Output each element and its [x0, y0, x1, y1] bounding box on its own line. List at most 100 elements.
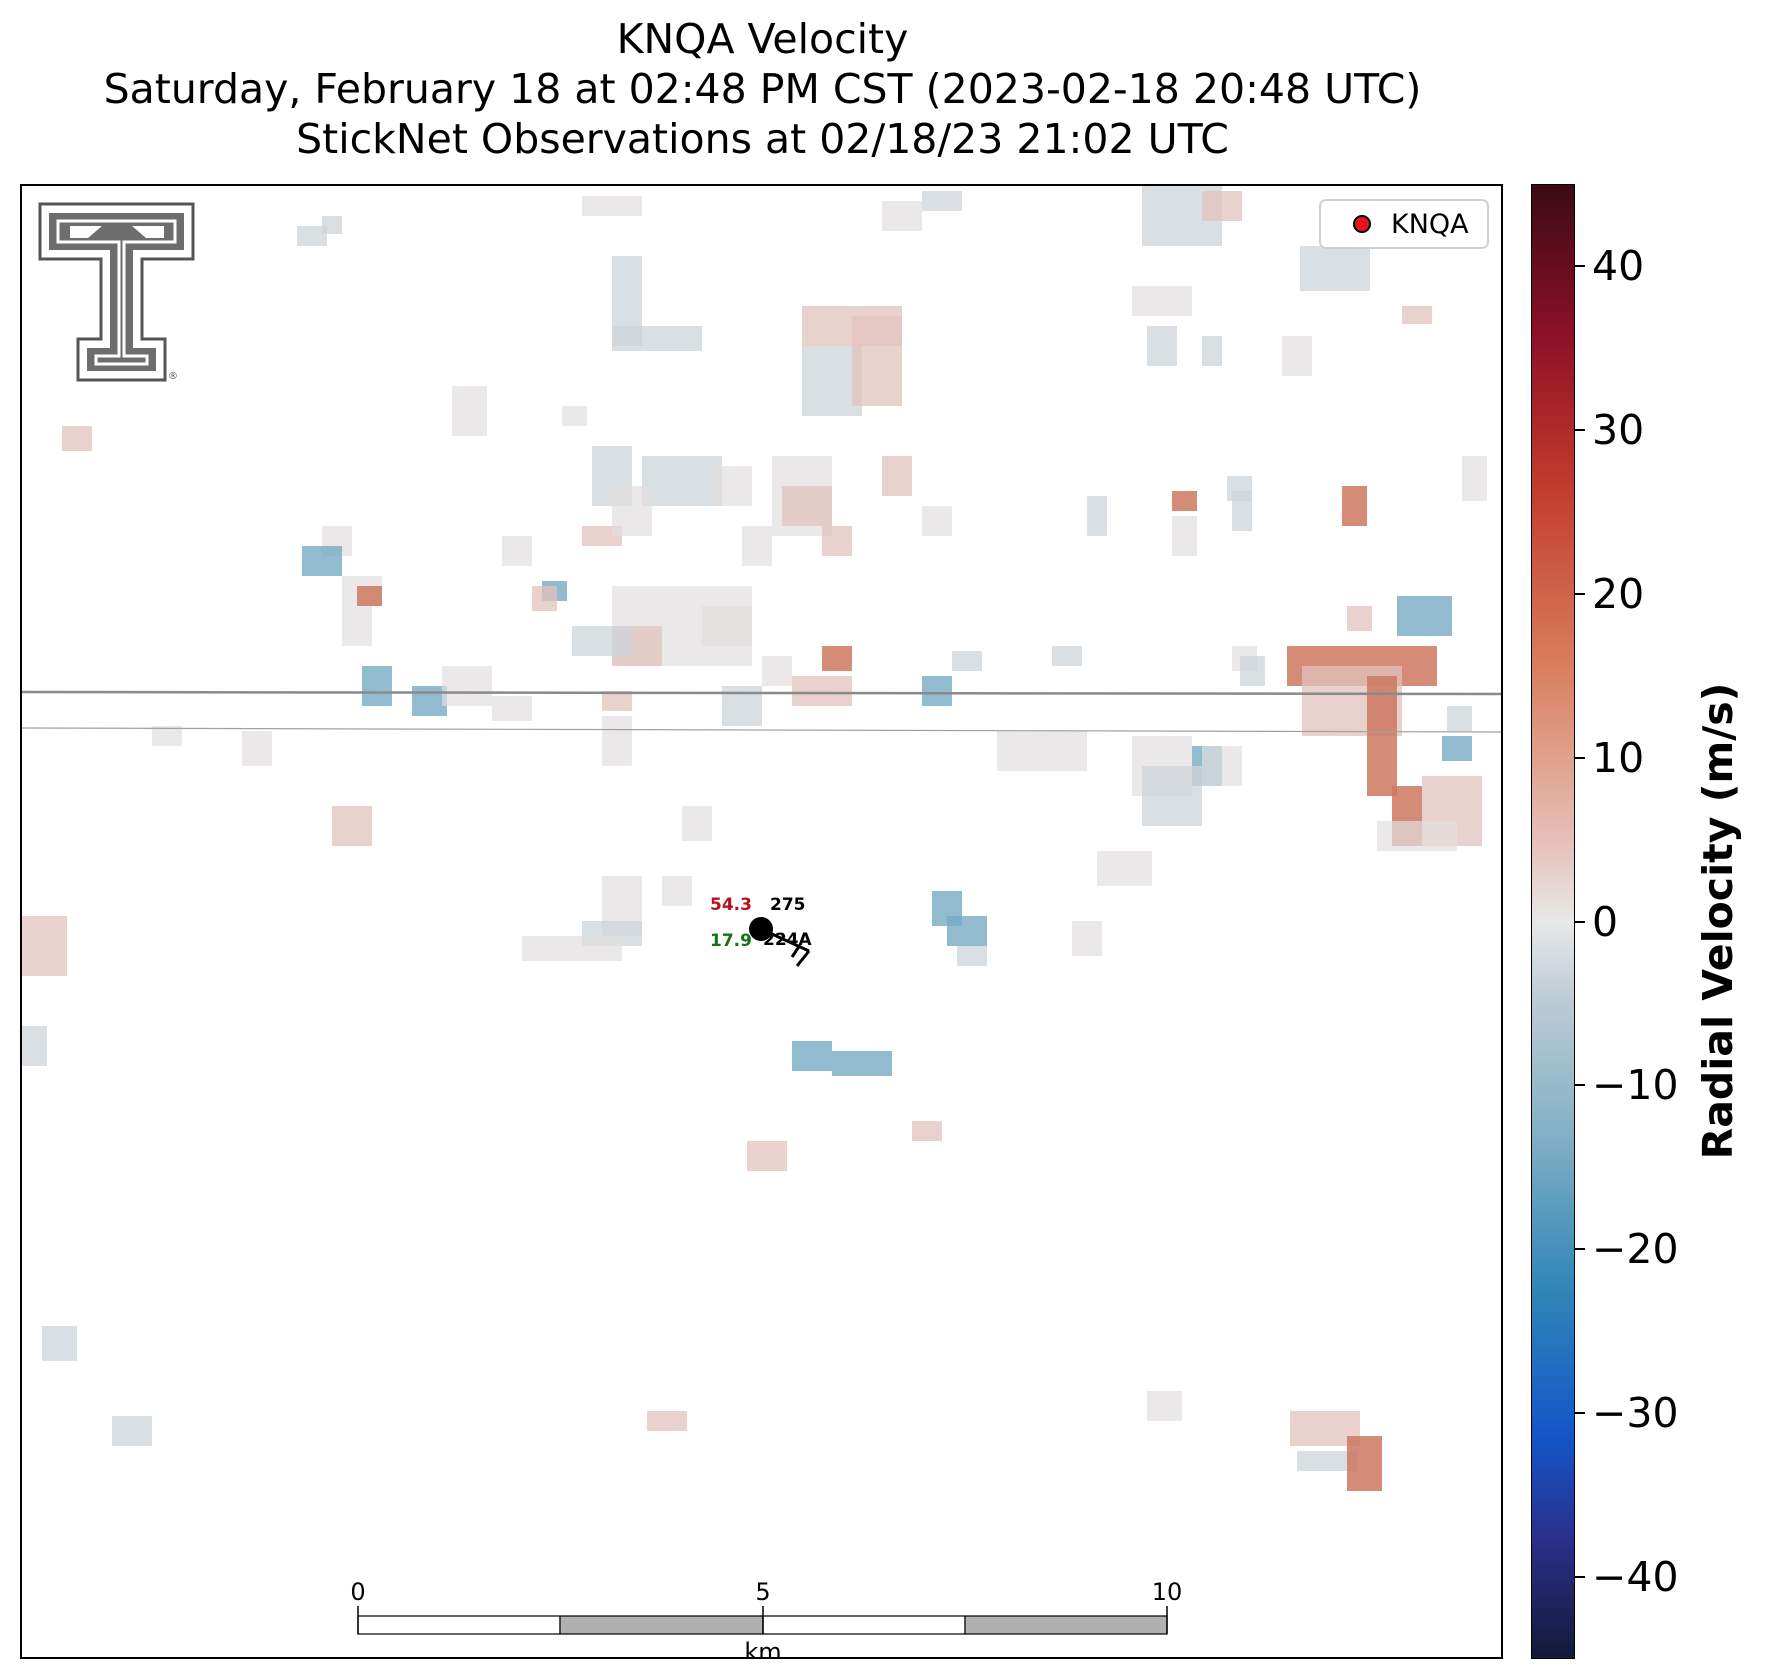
colorbar-tick — [1575, 1576, 1585, 1579]
velocity-pixel — [742, 526, 772, 566]
velocity-pixel — [682, 806, 712, 841]
velocity-pixel — [792, 1041, 832, 1071]
legend-marker-icon — [1353, 215, 1371, 233]
radar-map-canvas: ® KNQA 54.3 275 17.9 224A — [22, 186, 1501, 1659]
scale-label-10: 10 — [1152, 1578, 1183, 1606]
colorbar-tick-label: −20 — [1592, 1225, 1679, 1274]
velocity-pixel — [1300, 246, 1370, 291]
velocity-pixel — [1172, 516, 1197, 556]
velocity-pixel — [1442, 736, 1472, 761]
velocity-pixel — [412, 686, 447, 716]
velocity-pixel — [602, 691, 632, 711]
velocity-pixel — [297, 226, 327, 246]
velocity-pixel — [332, 806, 372, 846]
velocity-pixel — [792, 676, 852, 706]
boundary-line — [22, 690, 1501, 696]
colorbar-tick-label: 10 — [1592, 733, 1645, 782]
velocity-pixel — [562, 406, 587, 426]
velocity-pixel — [62, 426, 92, 451]
velocity-pixel — [452, 386, 487, 436]
velocity-pixel — [762, 656, 792, 686]
station-dewpoint: 17.9 — [710, 931, 752, 951]
velocity-pixel — [997, 731, 1087, 771]
velocity-pixel — [502, 536, 532, 566]
colorbar-tick — [1575, 428, 1585, 431]
velocity-pixel — [1232, 491, 1252, 531]
velocity-pixel — [1172, 491, 1197, 511]
radar-map: ® KNQA 54.3 275 17.9 224A — [20, 184, 1503, 1659]
velocity-pixel — [1397, 596, 1452, 636]
colorbar-tick-label: −10 — [1592, 1061, 1679, 1110]
colorbar-tick-label: −40 — [1592, 1553, 1679, 1602]
velocity-pixel — [42, 1326, 77, 1361]
velocity-pixel — [1072, 921, 1102, 956]
velocity-pixel — [612, 486, 652, 536]
colorbar-tick — [1575, 592, 1585, 595]
velocity-pixel — [922, 506, 952, 536]
velocity-pixel — [1462, 456, 1487, 501]
velocity-pixel — [242, 731, 272, 766]
velocity-pixel — [1347, 606, 1372, 631]
velocity-pixel — [1447, 706, 1472, 731]
velocity-pixel — [647, 1411, 687, 1431]
velocity-pixel — [22, 916, 67, 976]
scale-unit: km — [744, 1638, 781, 1659]
legend: KNQA — [1319, 199, 1489, 249]
velocity-pixel — [822, 526, 852, 556]
velocity-pixel — [602, 716, 632, 766]
colorbar-tick-label: 30 — [1592, 405, 1645, 454]
colorbar-tick — [1575, 756, 1585, 759]
velocity-pixel — [912, 1121, 942, 1141]
chart-title: KNQA Velocity — [616, 15, 909, 63]
velocity-pixel — [957, 946, 987, 966]
velocity-pixel — [322, 216, 342, 234]
wind-barb-flag — [795, 950, 811, 967]
velocity-pixel — [1147, 326, 1177, 366]
velocity-pixel — [152, 726, 182, 746]
station-temperature: 54.3 — [710, 895, 752, 915]
velocity-pixel — [1402, 306, 1432, 324]
velocity-pixel — [702, 606, 752, 646]
velocity-pixel — [342, 606, 372, 646]
chart-subtitle-time: Saturday, February 18 at 02:48 PM CST (2… — [103, 65, 1422, 113]
velocity-pixel — [712, 466, 752, 506]
velocity-pixel — [747, 1141, 787, 1171]
colorbar-tick — [1575, 1248, 1585, 1251]
velocity-pixel — [832, 1051, 892, 1076]
velocity-pixel — [1202, 746, 1242, 786]
velocity-pixel — [1132, 286, 1192, 316]
chart-subtitle-obs: StickNet Observations at 02/18/23 21:02 … — [296, 115, 1229, 163]
wind-barb-flag — [790, 944, 802, 958]
velocity-pixel — [1147, 1391, 1182, 1421]
colorbar-tick — [1575, 920, 1585, 923]
velocity-pixel — [1367, 676, 1397, 796]
velocity-pixel — [1142, 766, 1202, 826]
velocity-pixel — [1347, 1436, 1382, 1491]
colorbar-tick — [1575, 1084, 1585, 1087]
colorbar — [1531, 184, 1575, 1659]
registered-mark: ® — [168, 371, 178, 382]
velocity-pixel — [362, 666, 392, 706]
station-plot-224A: 54.3 275 17.9 224A — [710, 895, 812, 967]
velocity-pixel — [112, 1416, 152, 1446]
velocity-pixel — [1377, 821, 1457, 851]
colorbar-tick-label: 40 — [1592, 241, 1645, 290]
velocity-pixel — [922, 676, 952, 706]
station-marker-icon — [749, 917, 773, 941]
velocity-pixel — [572, 626, 632, 656]
velocity-pixel-field — [22, 186, 1487, 1491]
velocity-pixel — [1202, 336, 1222, 366]
velocity-pixel — [1097, 851, 1152, 886]
velocity-pixel — [947, 916, 987, 946]
scale-label-0: 0 — [350, 1578, 365, 1606]
velocity-pixel — [852, 316, 902, 406]
velocity-pixel — [922, 191, 962, 211]
scale-bar: 0 5 10 km — [350, 1578, 1183, 1659]
velocity-pixel — [1342, 486, 1367, 526]
velocity-pixel — [1052, 646, 1082, 666]
velocity-pixel — [822, 646, 852, 671]
colorbar-label: Radial Velocity (m/s) — [1694, 682, 1742, 1160]
velocity-pixel — [1297, 1451, 1357, 1471]
velocity-pixel — [22, 1026, 47, 1066]
boundary-line — [22, 727, 1501, 733]
